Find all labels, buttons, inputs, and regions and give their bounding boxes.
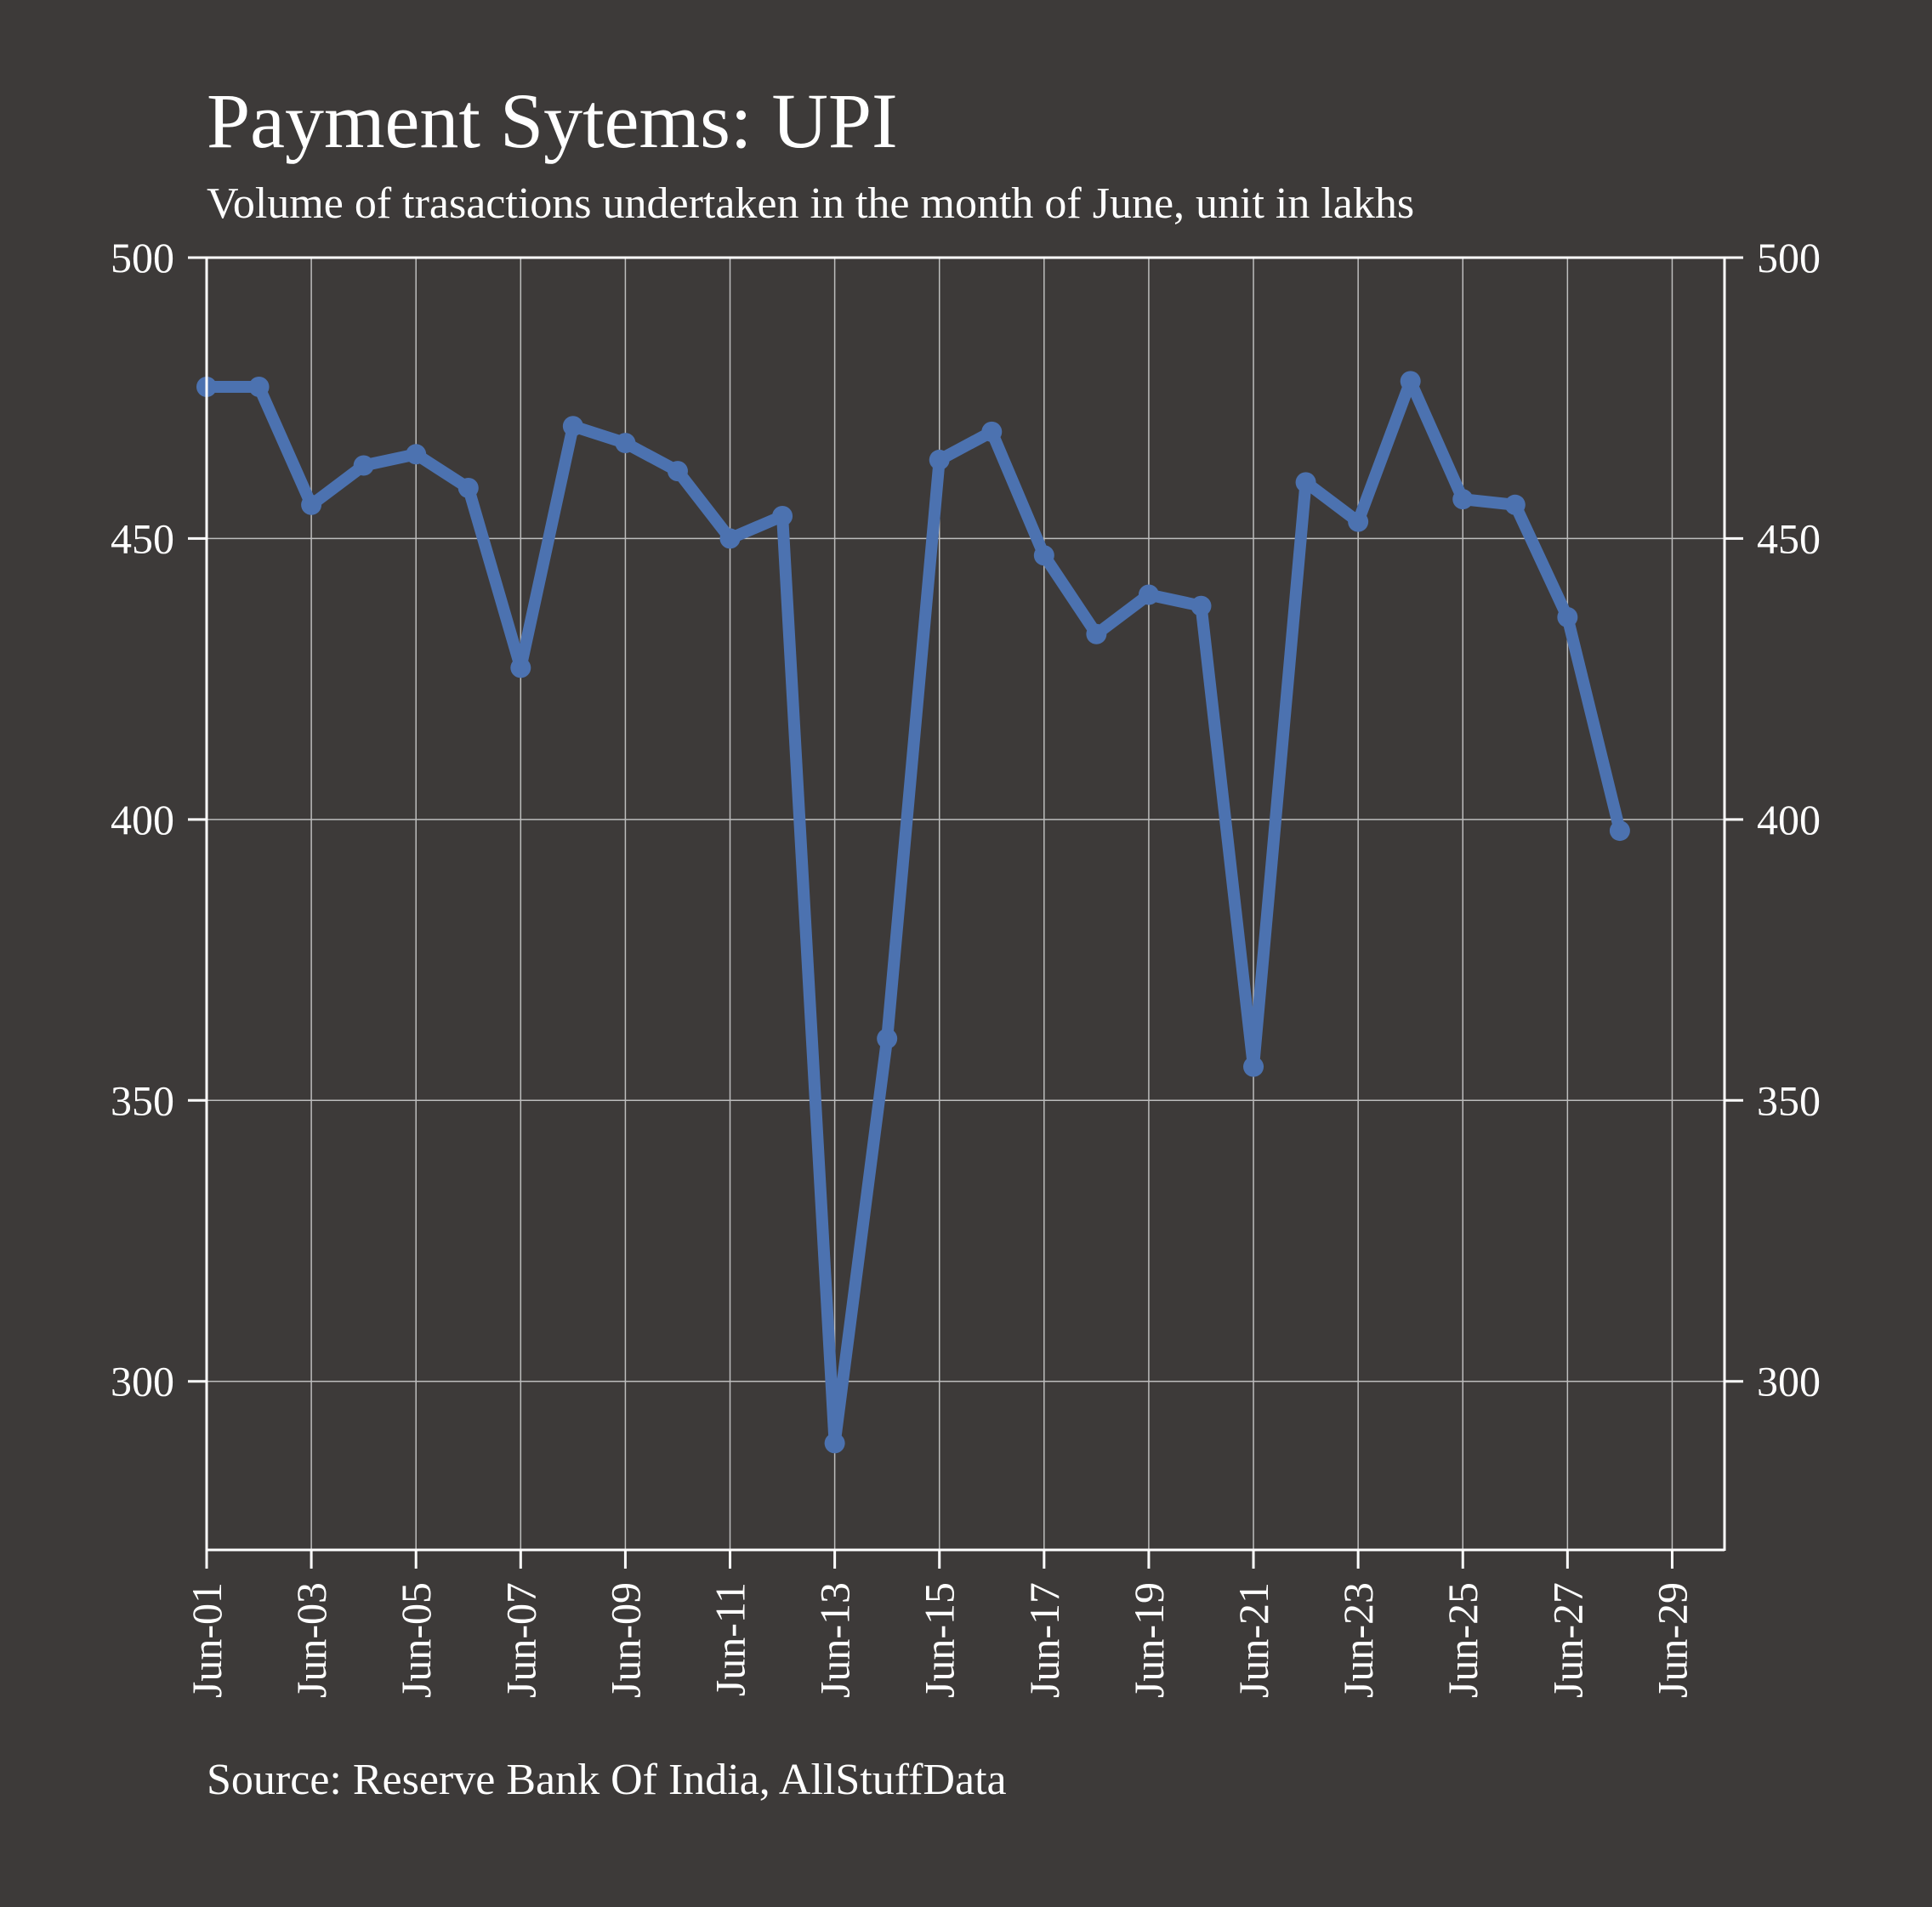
data-point xyxy=(824,1433,845,1454)
axes: 300 300 350 350 400 400 450 450 500 500 Jun-01 Jun-… xyxy=(111,234,1821,1698)
y-tick-label-right: 400 xyxy=(1757,796,1821,843)
data-point xyxy=(1609,820,1630,842)
x-tick-label: Jun-23 xyxy=(1334,1582,1382,1698)
data-point xyxy=(667,461,688,482)
data-point xyxy=(1033,545,1054,566)
x-tick-label: Jun-07 xyxy=(497,1582,544,1698)
series-layer xyxy=(196,371,1630,1454)
data-point xyxy=(510,657,531,678)
data-point xyxy=(353,455,374,476)
y-tick-label-right: 300 xyxy=(1757,1358,1821,1405)
data-point xyxy=(1452,489,1474,510)
data-point xyxy=(877,1028,898,1049)
data-point xyxy=(248,377,270,397)
x-tick-label: Jun-25 xyxy=(1439,1582,1486,1698)
y-tick-label-left: 350 xyxy=(111,1076,174,1124)
x-tick-label: Jun-11 xyxy=(707,1582,754,1696)
x-tick-label: Jun-03 xyxy=(287,1582,335,1698)
x-tick-label: Jun-01 xyxy=(183,1582,230,1698)
data-point xyxy=(929,449,950,470)
plot-frame xyxy=(205,256,1726,1552)
data-point xyxy=(562,416,583,437)
y-tick-label-left: 450 xyxy=(111,514,174,562)
data-point xyxy=(1190,595,1212,616)
x-tick-label: Jun-15 xyxy=(916,1582,963,1698)
data-point xyxy=(457,477,479,498)
x-tick-label: Jun-21 xyxy=(1230,1582,1277,1698)
chart-title: Payment Sytems: UPI xyxy=(207,77,898,164)
data-point xyxy=(1295,472,1316,493)
chart-subtitle: Volume of trasactions undertaken in the … xyxy=(207,179,1415,228)
grid-lines xyxy=(206,257,1725,1550)
data-point xyxy=(406,444,427,465)
x-tick-label: Jun-09 xyxy=(601,1582,649,1698)
data-point xyxy=(1243,1056,1264,1077)
y-tick-label-right: 450 xyxy=(1757,514,1821,562)
data-point xyxy=(1348,511,1369,532)
data-point xyxy=(1557,606,1578,627)
y-tick-label-left: 300 xyxy=(111,1358,174,1405)
data-point xyxy=(1138,584,1159,605)
x-tick-label: Jun-19 xyxy=(1125,1582,1173,1698)
series-line xyxy=(201,375,1626,1450)
x-tick-label: Jun-13 xyxy=(811,1582,859,1698)
data-point xyxy=(301,494,322,515)
x-tick-label: Jun-29 xyxy=(1648,1582,1696,1698)
data-point xyxy=(1086,623,1107,644)
y-tick-label-left: 400 xyxy=(111,796,174,843)
y-tick-label-right: 350 xyxy=(1757,1076,1821,1124)
x-tick-label: Jun-27 xyxy=(1543,1582,1591,1698)
data-point xyxy=(1504,494,1526,515)
y-tick-label-right: 500 xyxy=(1757,234,1821,281)
x-tick-label: Jun-17 xyxy=(1020,1582,1068,1698)
data-point xyxy=(981,421,1003,442)
data-point xyxy=(615,433,636,454)
data-point xyxy=(1400,371,1421,392)
data-point xyxy=(719,528,741,549)
data-point xyxy=(772,506,793,526)
x-tick-label: Jun-05 xyxy=(392,1582,440,1698)
chart-source: Source: Reserve Bank Of India, AllStuffD… xyxy=(207,1756,1007,1804)
y-tick-label-left: 500 xyxy=(111,234,174,281)
